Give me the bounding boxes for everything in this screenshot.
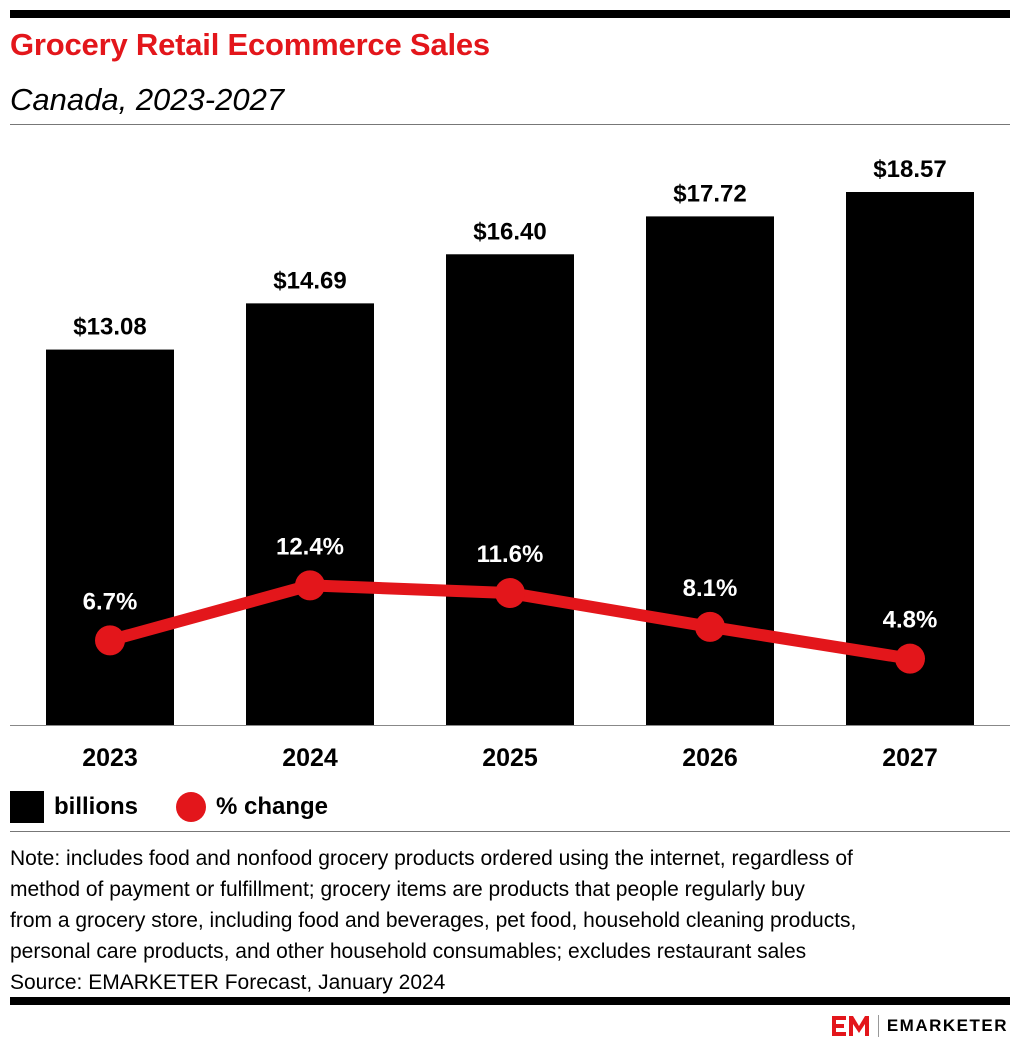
bar-value-label: $17.72	[673, 180, 746, 207]
note-line: personal care products, and other househ…	[10, 940, 807, 963]
chart-subtitle: Canada, 2023-2027	[10, 82, 285, 117]
top-rule	[10, 10, 1010, 18]
change-value-label: 6.7%	[83, 588, 138, 615]
legend-swatch-bar	[10, 791, 44, 823]
legend-label-billions: billions	[54, 793, 138, 820]
chart-legend: billions % change	[10, 790, 366, 824]
brand-name: EMARKETER	[886, 1016, 1008, 1035]
change-point	[295, 570, 325, 601]
change-point	[495, 578, 525, 609]
change-value-label: 8.1%	[683, 575, 738, 602]
chart-title: Grocery Retail Ecommerce Sales	[10, 27, 490, 62]
legend-label-change: % change	[216, 793, 329, 820]
legend-divider	[10, 831, 1010, 832]
em-logo-icon	[831, 1016, 869, 1036]
bar-value-label: $14.69	[273, 267, 346, 294]
x-tick-label: 2025	[482, 744, 538, 772]
brand: EMARKETER	[831, 1014, 1008, 1038]
change-point	[695, 611, 725, 642]
legend-item-change: % change	[176, 792, 328, 822]
x-tick-label: 2024	[282, 744, 338, 772]
bar	[46, 349, 174, 725]
change-point	[895, 643, 925, 674]
note-line: method of payment or fulfillment; grocer…	[10, 878, 805, 901]
change-value-label: 12.4%	[276, 533, 344, 560]
bar	[846, 192, 974, 725]
change-value-label: 4.8%	[883, 607, 938, 634]
chart-note: Note: includes food and nonfood grocery …	[10, 843, 1010, 998]
change-point	[95, 625, 125, 656]
x-tick-label: 2026	[682, 744, 738, 772]
source-line: Source: EMARKETER Forecast, January 2024	[10, 971, 446, 994]
bar	[446, 254, 574, 725]
bottom-rule	[10, 997, 1010, 1005]
x-tick-label: 2027	[882, 744, 938, 772]
note-line: Note: includes food and nonfood grocery …	[10, 847, 853, 870]
legend-swatch-line	[176, 792, 206, 822]
brand-divider	[877, 1015, 879, 1037]
bar-value-label: $16.40	[473, 218, 546, 245]
bar	[246, 303, 374, 725]
chart-plot: $13.08 $14.69 $16.40 $17.72 $18.57 2023 2024 20…	[10, 156, 1010, 772]
legend-item-billions: billions	[10, 791, 138, 823]
title-divider	[10, 124, 1010, 125]
bar-value-label: $18.57	[873, 156, 946, 183]
bar	[646, 216, 774, 725]
note-line: from a grocery store, including food and…	[10, 909, 857, 932]
change-value-label: 11.6%	[477, 541, 544, 568]
x-tick-label: 2023	[82, 744, 138, 772]
bar-value-label: $13.08	[73, 314, 146, 341]
